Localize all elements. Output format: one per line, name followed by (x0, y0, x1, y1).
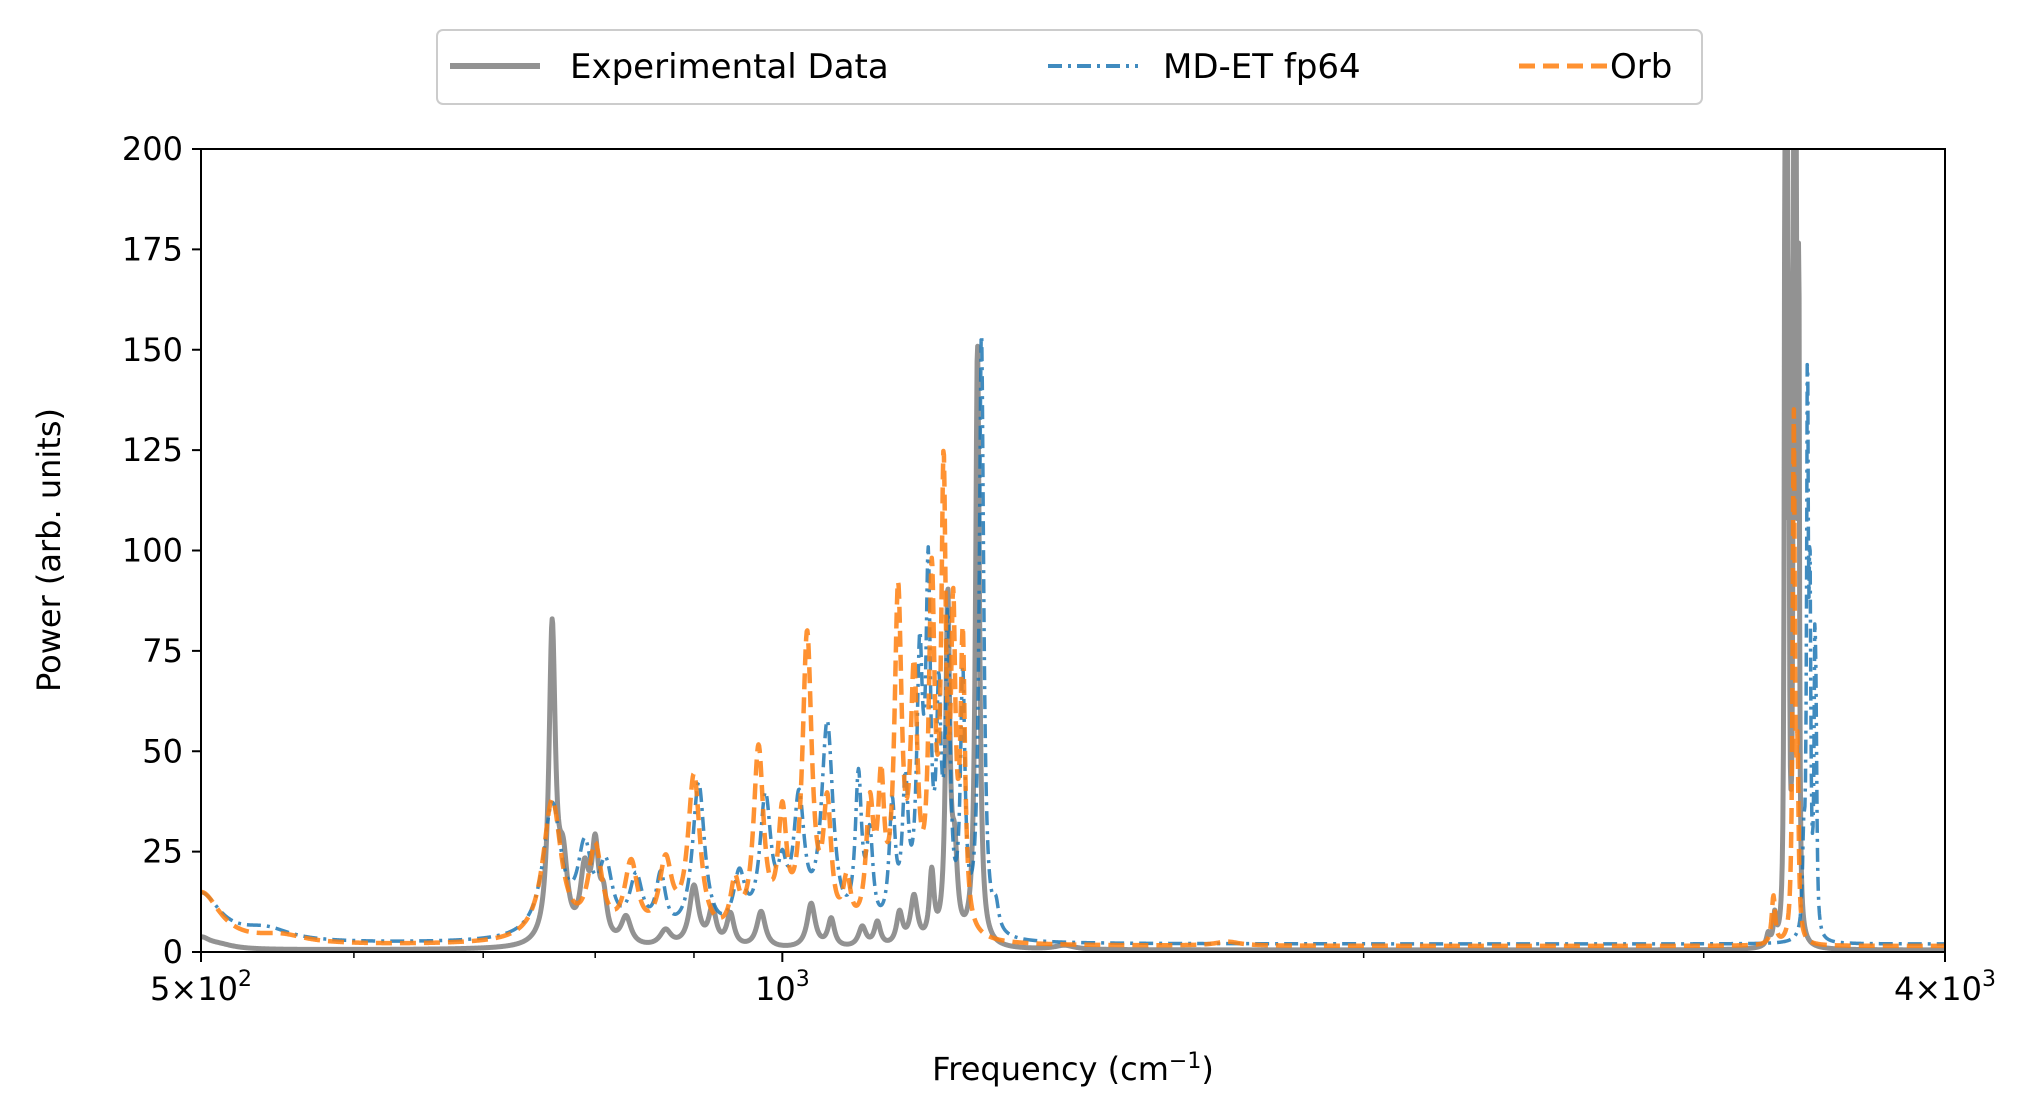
y-tick-label: 25 (142, 833, 183, 871)
y-tick-label: 50 (142, 732, 183, 770)
y-tick-label: 75 (142, 632, 183, 670)
legend-label-orb: Orb (1610, 47, 1672, 87)
y-tick-label: 175 (122, 230, 183, 268)
y-tick-label: 0 (163, 933, 183, 971)
plot-area-frame (200, 148, 1946, 953)
x-tick-label: 103 (755, 967, 810, 1008)
y-tick-label: 150 (122, 331, 183, 369)
x-axis: 5×102 103 4×103 (150, 952, 1996, 1008)
legend-label-experimental: Experimental Data (570, 47, 889, 87)
series-layer (201, 149, 1945, 952)
legend-label-md-et: MD-ET fp64 (1163, 47, 1361, 87)
series-orb-line (201, 407, 1945, 949)
x-axis-label: Frequency (cm−1) (932, 1049, 1214, 1088)
y-tick-label: 100 (122, 532, 183, 570)
x-tick-label: 5×102 (150, 967, 252, 1008)
legend: Experimental Data MD-ET fp64 Orb (436, 29, 1703, 105)
x-tick-label: 4×103 (1894, 967, 1996, 1008)
series-experimental-line (201, 149, 1945, 952)
series-md-et-fp64-line (201, 333, 1945, 946)
y-axis: 0 25 50 75 100 125 150 175 200 (122, 130, 201, 971)
y-tick-label: 200 (122, 130, 183, 168)
y-axis-label: Power (arb. units) (30, 408, 68, 692)
y-tick-label: 125 (122, 431, 183, 469)
